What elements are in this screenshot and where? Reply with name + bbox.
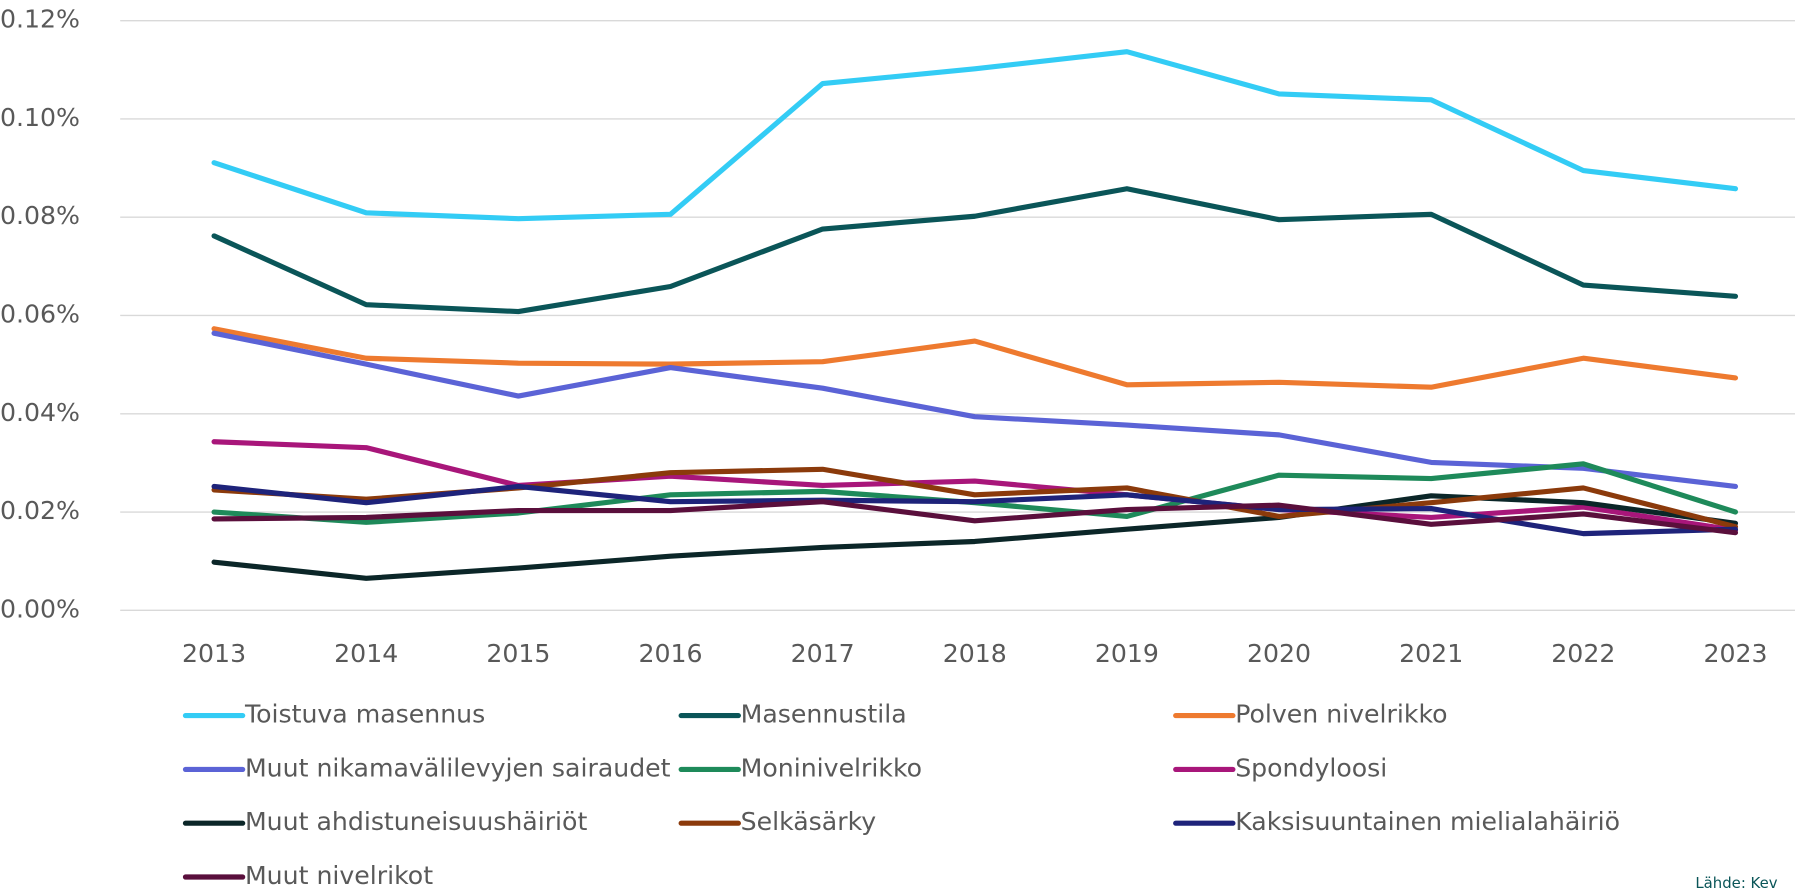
- y-tick-label: 0.06%: [0, 299, 80, 328]
- series-line: [211, 483, 1739, 537]
- x-tick-label: 2022: [1551, 639, 1615, 668]
- series-line: [211, 499, 1739, 536]
- series-line: [211, 49, 1739, 222]
- y-tick-label: 0.10%: [0, 103, 80, 132]
- legend-label: Toistuva masennus: [244, 700, 485, 729]
- series-line: [211, 439, 1739, 533]
- x-tick-label: 2016: [638, 639, 702, 668]
- legend-label: Moninivelrikko: [741, 753, 922, 782]
- x-tick-label: 2023: [1703, 639, 1767, 668]
- x-tick-label: 2020: [1247, 639, 1311, 668]
- legend-label: Muut nikamavälilevyjen sairaudet: [245, 753, 671, 782]
- x-tick-label: 2014: [334, 639, 398, 668]
- series-line: [211, 186, 1739, 315]
- legend-label: Kaksisuuntainen mielialahäiriö: [1235, 807, 1620, 836]
- x-tick-label: 2021: [1399, 639, 1463, 668]
- y-tick-label: 0.12%: [0, 5, 80, 34]
- x-tick-label: 2013: [182, 639, 246, 668]
- x-tick-label: 2018: [943, 639, 1007, 668]
- source-note: Lähde: Kev: [1695, 874, 1777, 892]
- y-tick-label: 0.02%: [0, 496, 80, 525]
- legend-label: Polven nivelrikko: [1235, 700, 1447, 729]
- y-tick-label: 0.00%: [0, 594, 80, 623]
- series-line: [211, 326, 1739, 390]
- series-line: [211, 330, 1739, 490]
- y-tick-label: 0.08%: [0, 201, 80, 230]
- legend-label: Spondyloosi: [1235, 753, 1387, 782]
- y-tick-label: 0.04%: [0, 398, 80, 427]
- series-line: [211, 493, 1739, 581]
- legend-label: Selkäsärky: [741, 807, 877, 836]
- x-tick-label: 2017: [791, 639, 855, 668]
- legend-label: Muut ahdistuneisuushäiriöt: [245, 807, 587, 836]
- x-tick-label: 2019: [1095, 639, 1159, 668]
- legend-label: Muut nivelrikot: [245, 861, 433, 890]
- x-tick-label: 2015: [486, 639, 550, 668]
- legend-label: Masennustila: [741, 700, 907, 729]
